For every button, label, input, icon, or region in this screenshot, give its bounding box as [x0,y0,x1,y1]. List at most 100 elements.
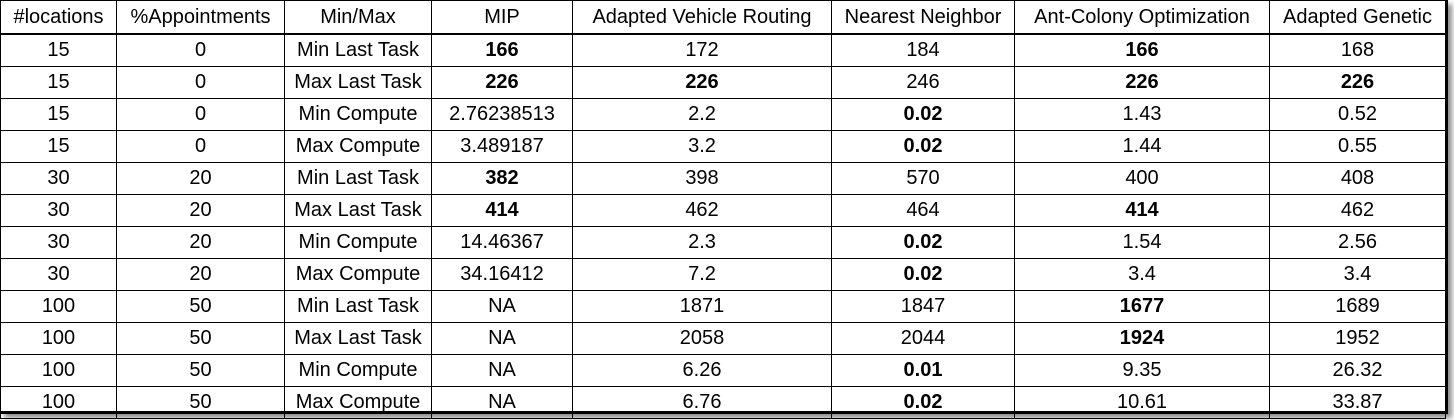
cell-locations: 30 [0,258,117,291]
cell-ant-colony-optimization: 1924 [1014,322,1270,355]
cell-appointments: 20 [116,194,285,227]
cell-ant-colony-optimization: 166 [1014,33,1270,67]
cell-adapted-genetic: 3.4 [1269,258,1446,291]
cell-adapted-vehicle-routing: 6.76 [572,386,832,419]
cell-locations: 100 [0,322,117,355]
cell-adapted-genetic: 0.52 [1269,98,1446,131]
cell-mip: 2.76238513 [431,98,573,131]
cell-ant-colony-optimization: 1.43 [1014,98,1270,131]
table-row: 15 0 Max Compute 3.489187 3.2 0.02 1.44 0.55 [0,130,1446,163]
cell-adapted-vehicle-routing: 462 [572,194,832,227]
cell-mip: NA [431,354,573,387]
cell-adapted-vehicle-routing: 172 [572,33,832,67]
cell-appointments: 50 [116,386,285,419]
cell-adapted-genetic: 33.87 [1269,386,1446,419]
cell-appointments: 0 [116,66,285,99]
table-row: 15 0 Min Compute 2.76238513 2.2 0.02 1.43 0.52 [0,98,1446,131]
cell-appointments: 50 [116,354,285,387]
cell-nearest-neighbor: 0.02 [831,258,1015,291]
cell-locations: 15 [0,98,117,131]
cell-mip: NA [431,290,573,323]
header-row: #locations %Appointments Min/Max MIP Ada… [0,0,1446,35]
cell-locations: 15 [0,130,117,163]
header-ant-colony-optimization: Ant-Colony Optimization [1014,0,1270,35]
cell-appointments: 0 [116,130,285,163]
cell-locations: 15 [0,66,117,99]
cell-nearest-neighbor: 0.02 [831,130,1015,163]
header-adapted-genetic: Adapted Genetic [1269,0,1446,35]
cell-min-max: Max Compute [284,386,432,419]
cell-adapted-genetic: 408 [1269,162,1446,195]
cell-mip: 382 [431,162,573,195]
cell-adapted-vehicle-routing: 2058 [572,322,832,355]
header-nearest-neighbor: Nearest Neighbor [831,0,1015,35]
cell-adapted-genetic: 26.32 [1269,354,1446,387]
table-body: 15 0 Min Last Task 166 172 184 166 168 15 0 Max La… [0,33,1446,419]
cell-nearest-neighbor: 0.02 [831,98,1015,131]
header-adapted-vehicle-routing: Adapted Vehicle Routing [572,0,832,35]
cell-mip: 226 [431,66,573,99]
cell-adapted-vehicle-routing: 226 [572,66,832,99]
cell-mip: NA [431,322,573,355]
cell-nearest-neighbor: 0.02 [831,386,1015,419]
cell-adapted-vehicle-routing: 7.2 [572,258,832,291]
cell-locations: 15 [0,33,117,67]
cell-adapted-genetic: 1689 [1269,290,1446,323]
cell-ant-colony-optimization: 1.54 [1014,226,1270,259]
cell-locations: 100 [0,386,117,419]
cell-locations: 100 [0,354,117,387]
header-min-max: Min/Max [284,0,432,35]
table-row: 30 20 Min Last Task 382 398 570 400 408 [0,162,1446,195]
cell-ant-colony-optimization: 9.35 [1014,354,1270,387]
cell-locations: 30 [0,162,117,195]
cell-min-max: Max Last Task [284,194,432,227]
cell-adapted-vehicle-routing: 2.3 [572,226,832,259]
table-row: 30 20 Max Last Task 414 462 464 414 462 [0,194,1446,227]
cell-min-max: Max Compute [284,258,432,291]
cell-appointments: 50 [116,290,285,323]
cell-ant-colony-optimization: 10.61 [1014,386,1270,419]
cell-adapted-genetic: 168 [1269,33,1446,67]
header-locations: #locations [0,0,117,35]
cell-appointments: 0 [116,33,285,67]
cell-ant-colony-optimization: 226 [1014,66,1270,99]
cell-min-max: Min Last Task [284,162,432,195]
cell-nearest-neighbor: 570 [831,162,1015,195]
table-row: 100 50 Max Last Task NA 2058 2044 1924 1952 [0,322,1446,355]
cell-min-max: Min Last Task [284,290,432,323]
cell-mip: 166 [431,33,573,67]
cell-mip: 14.46367 [431,226,573,259]
cell-min-max: Min Compute [284,226,432,259]
cell-mip: 414 [431,194,573,227]
cell-adapted-vehicle-routing: 3.2 [572,130,832,163]
cell-adapted-genetic: 2.56 [1269,226,1446,259]
table-row: 100 50 Min Last Task NA 1871 1847 1677 1689 [0,290,1446,323]
cell-appointments: 20 [116,258,285,291]
cell-nearest-neighbor: 464 [831,194,1015,227]
cell-nearest-neighbor: 2044 [831,322,1015,355]
header-mip: MIP [431,0,573,35]
cell-adapted-vehicle-routing: 398 [572,162,832,195]
cell-nearest-neighbor: 0.02 [831,226,1015,259]
cell-adapted-genetic: 462 [1269,194,1446,227]
cell-locations: 30 [0,194,117,227]
table-row: 15 0 Min Last Task 166 172 184 166 168 [0,33,1446,67]
cell-min-max: Max Last Task [284,322,432,355]
cell-mip: 3.489187 [431,130,573,163]
cell-min-max: Max Last Task [284,66,432,99]
cell-nearest-neighbor: 1847 [831,290,1015,323]
table-row: 100 50 Min Compute NA 6.26 0.01 9.35 26.32 [0,354,1446,387]
cell-nearest-neighbor: 0.01 [831,354,1015,387]
cell-adapted-vehicle-routing: 1871 [572,290,832,323]
cell-adapted-vehicle-routing: 2.2 [572,98,832,131]
cell-appointments: 0 [116,98,285,131]
cell-ant-colony-optimization: 1.44 [1014,130,1270,163]
cell-adapted-vehicle-routing: 6.26 [572,354,832,387]
cell-ant-colony-optimization: 3.4 [1014,258,1270,291]
cell-nearest-neighbor: 246 [831,66,1015,99]
table-row: 15 0 Max Last Task 226 226 246 226 226 [0,66,1446,99]
cell-adapted-genetic: 1952 [1269,322,1446,355]
cell-ant-colony-optimization: 400 [1014,162,1270,195]
cell-min-max: Min Last Task [284,33,432,67]
